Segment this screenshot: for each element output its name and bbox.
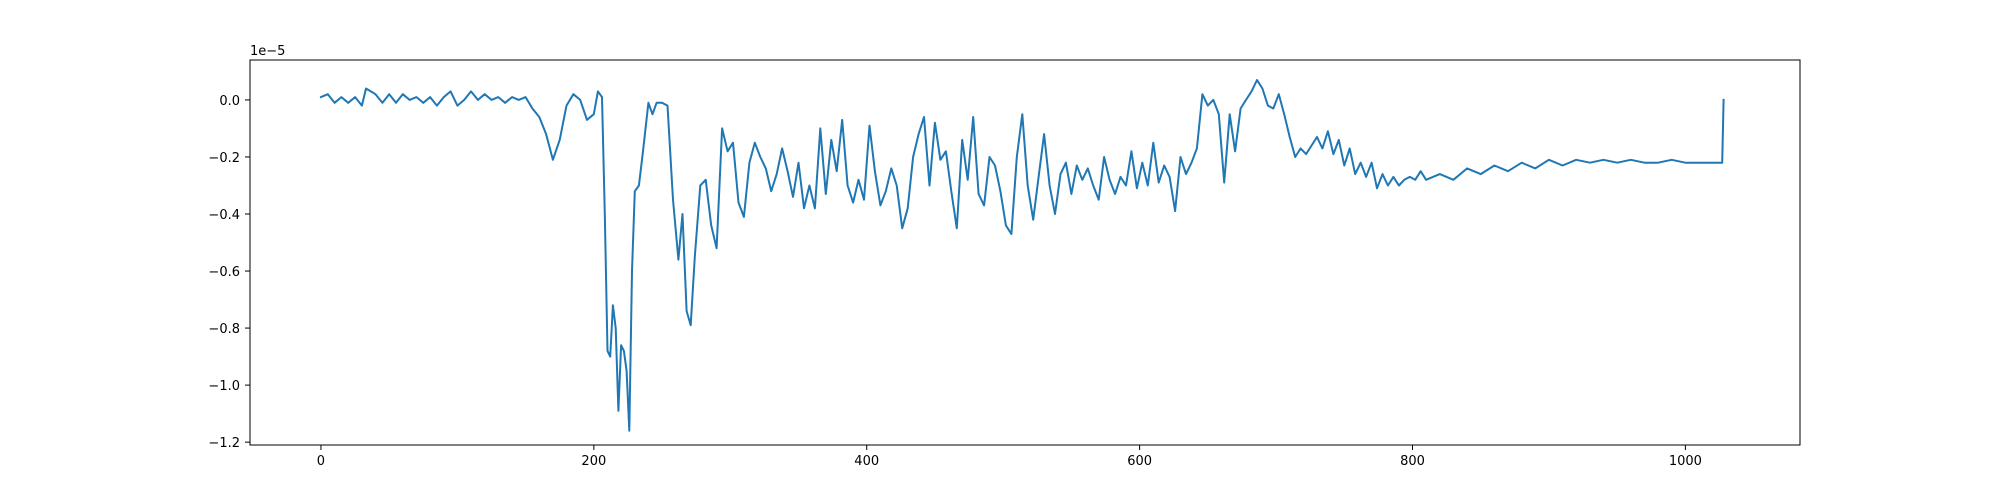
x-tick-label: 600 [1127, 454, 1152, 469]
y-tick-label: −1.2 [208, 436, 240, 451]
y-tick-label: 0.0 [219, 94, 240, 109]
y-tick-label: −0.8 [208, 322, 240, 337]
y-axis: 0.0 −0.2 −0.4 −0.6 −0.8 −1.0 −1.2 [208, 94, 250, 451]
x-tick-label: 0 [317, 454, 325, 469]
x-tick-label: 400 [854, 454, 879, 469]
y-tick-label: −0.2 [208, 151, 240, 166]
x-tick-label: 1000 [1669, 454, 1702, 469]
y-tick-label: −0.4 [208, 208, 240, 223]
x-tick-label: 800 [1400, 454, 1425, 469]
plot-area [319, 79, 1725, 432]
axes-frame [249, 59, 1801, 446]
x-axis: 0 200 400 600 800 1000 [317, 445, 1702, 469]
y-tick-label: −0.6 [208, 265, 240, 280]
series-line-signal [319, 79, 1725, 432]
y-tick-label: −1.0 [208, 379, 240, 394]
x-tick-label: 200 [581, 454, 606, 469]
y-axis-offset-label: 1e−5 [250, 44, 285, 59]
